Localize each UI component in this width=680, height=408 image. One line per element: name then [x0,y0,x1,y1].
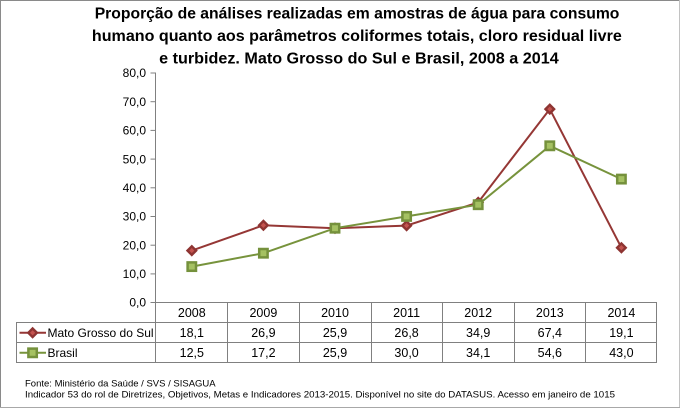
svg-text:2014: 2014 [607,306,635,320]
svg-text:43,0: 43,0 [609,346,633,360]
svg-text:Proporção de análises realizad: Proporção de análises realizadas em amos… [95,6,620,23]
svg-text:0,0: 0,0 [129,296,146,310]
svg-text:54,6: 54,6 [538,346,562,360]
svg-text:humano quanto aos parâmetros c: humano quanto aos parâmetros coliformes … [92,28,622,45]
svg-text:25,9: 25,9 [323,326,347,340]
svg-text:Fonte: Ministério da Saúde / S: Fonte: Ministério da Saúde / SVS / SISAG… [25,379,216,390]
svg-text:25,9: 25,9 [323,346,347,360]
svg-text:2012: 2012 [464,306,492,320]
svg-text:Brasil: Brasil [48,346,78,360]
svg-text:Indicador 53 do rol de Diretri: Indicador 53 do rol de Diretrizes, Objet… [25,390,615,401]
svg-text:50,0: 50,0 [123,152,147,166]
svg-text:30,0: 30,0 [394,346,418,360]
svg-text:26,8: 26,8 [394,326,418,340]
svg-text:60,0: 60,0 [123,124,147,138]
svg-text:17,2: 17,2 [251,346,275,360]
svg-text:20,0: 20,0 [123,238,147,252]
svg-text:40,0: 40,0 [123,181,147,195]
svg-text:2008: 2008 [178,306,206,320]
svg-text:2011: 2011 [393,306,420,320]
svg-text:19,1: 19,1 [609,326,633,340]
svg-text:67,4: 67,4 [538,326,562,340]
svg-text:10,0: 10,0 [123,267,147,281]
svg-text:2010: 2010 [321,306,349,320]
svg-text:12,5: 12,5 [180,346,204,360]
svg-text:80,0: 80,0 [123,66,147,80]
svg-text:2013: 2013 [536,306,564,320]
svg-text:Mato Grosso do Sul: Mato Grosso do Sul [48,326,154,340]
svg-text:26,9: 26,9 [251,326,275,340]
svg-text:18,1: 18,1 [180,326,204,340]
svg-text:70,0: 70,0 [123,95,147,109]
svg-text:2009: 2009 [249,306,277,320]
svg-text:30,0: 30,0 [123,210,147,224]
svg-text:34,9: 34,9 [466,326,490,340]
svg-text:e turbidez. Mato Grosso do Sul: e turbidez. Mato Grosso do Sul e Brasil,… [159,50,559,67]
svg-text:34,1: 34,1 [466,346,490,360]
